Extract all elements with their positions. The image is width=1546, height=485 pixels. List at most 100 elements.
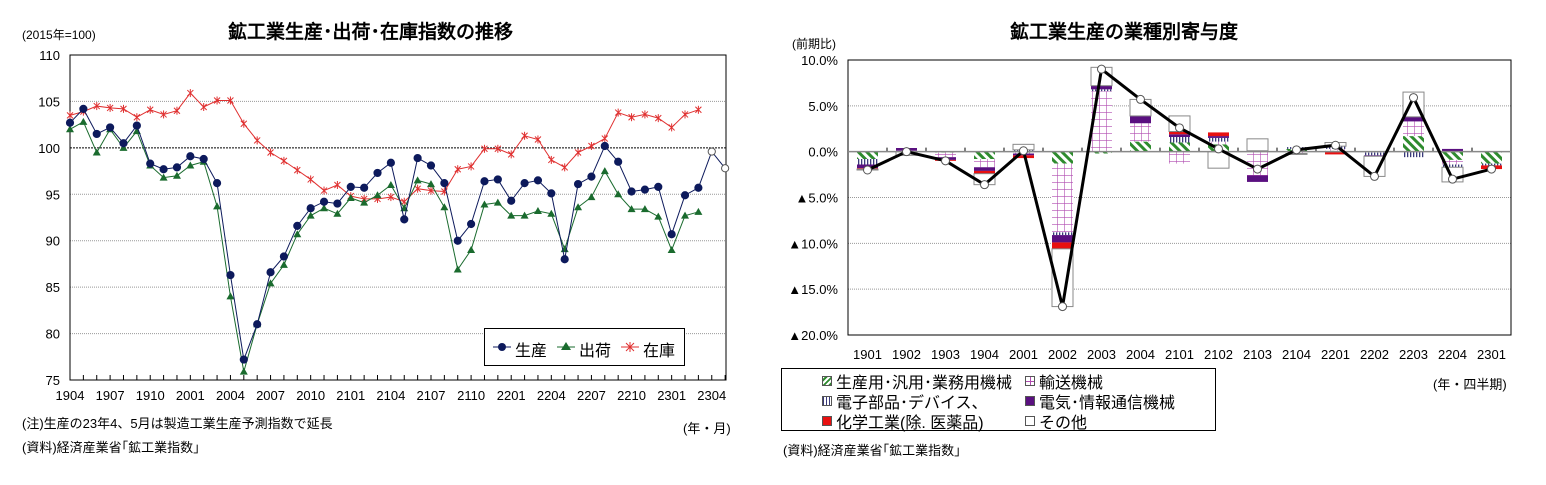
data-point: [481, 144, 488, 153]
data-point: [266, 279, 275, 287]
data-point: [694, 207, 703, 215]
left-chart-source: (資料)経済産業省｢鉱工業指数｣: [22, 440, 200, 455]
data-point: [373, 168, 382, 178]
total-point: [980, 180, 989, 190]
data-point: [574, 148, 582, 157]
data-point: [346, 182, 355, 191]
data-point: [641, 110, 649, 119]
data-point: [227, 96, 234, 105]
data-point: [132, 121, 141, 130]
bar-segment-電子部品･デバイス、: [1208, 137, 1229, 142]
data-point: [346, 194, 355, 201]
data-point: [507, 211, 516, 219]
data-point: [454, 165, 462, 174]
data-point: [480, 177, 489, 186]
left-chart-legend: 生産 出荷 在庫: [484, 328, 685, 366]
total-point: [1331, 140, 1340, 150]
plot-area: [69, 54, 727, 381]
legend-item-other: その他: [1025, 409, 1087, 433]
data-point: [533, 207, 542, 214]
white-swatch-icon: [1025, 416, 1035, 426]
data-point: [320, 204, 329, 212]
x-tick-label: 2210: [617, 388, 646, 403]
x-tick-label: 2201: [1321, 347, 1350, 362]
y-tick-label: ▲10.0%: [788, 236, 838, 251]
x-tick-label: 2203: [1399, 347, 1428, 362]
y-tick-label: 90: [46, 234, 60, 249]
data-point: [413, 153, 422, 163]
data-point: [186, 161, 195, 169]
data-point: [400, 215, 409, 224]
bar-segment-化学工業(除. 医薬品): [1208, 132, 1229, 137]
data-point: [614, 190, 623, 198]
data-point: [493, 175, 502, 184]
data-point: [186, 89, 194, 98]
legend-asterisk-icon: [625, 342, 635, 352]
data-point: [266, 268, 275, 277]
bar-segment-輸送機械: [1442, 159, 1463, 165]
total-point: [1292, 145, 1301, 155]
data-point: [212, 179, 222, 188]
legend-production: 生産: [515, 343, 548, 360]
data-point: [681, 211, 690, 219]
bar-segment-生産用･汎用･業務用機械: [1481, 151, 1502, 164]
data-point: [426, 161, 436, 170]
data-point: [333, 199, 342, 208]
bar-segment-電子部品･デバイス、: [1481, 163, 1502, 166]
data-point: [92, 148, 101, 156]
x-tick-label: 2004: [1126, 347, 1155, 362]
data-point: [200, 103, 208, 111]
data-point: [146, 159, 155, 168]
total-point: [1175, 123, 1184, 133]
x-tick-label: 2101: [1165, 347, 1194, 362]
x-tick-label: 2001: [176, 388, 205, 403]
data-point: [440, 179, 449, 188]
grid-swatch-icon: [1025, 376, 1035, 386]
data-point: [547, 155, 555, 164]
data-point: [467, 246, 476, 253]
bar-segment-輸送機械: [935, 152, 956, 158]
y-tick-label: 10.0%: [801, 53, 838, 68]
data-point: [600, 141, 609, 151]
data-point: [93, 102, 101, 111]
data-point: [427, 186, 435, 195]
data-point: [213, 202, 222, 210]
data-point: [386, 158, 395, 167]
bar-segment-電気･情報通信機械: [1208, 136, 1229, 138]
data-point: [453, 265, 462, 273]
legend-label: 電子部品･デバイス、: [836, 395, 988, 412]
left-chart-xlabel: (年・月): [683, 421, 731, 436]
data-point: [173, 106, 181, 115]
data-point: [293, 221, 302, 230]
data-point: [573, 179, 583, 189]
plot-area: [847, 59, 1512, 336]
data-point: [426, 180, 435, 188]
data-point: [333, 209, 342, 217]
total-point: [941, 156, 950, 166]
right-chart-xlabel: (年・四半期): [1433, 377, 1507, 392]
x-tick-label: 2102: [1204, 347, 1233, 362]
data-point: [695, 105, 702, 114]
bar-segment-電子部品･デバイス、: [1169, 137, 1190, 143]
forecast-point: [707, 147, 716, 156]
y-tick-label: 5.0%: [808, 99, 838, 114]
y-tick-label: 105: [38, 94, 60, 109]
x-tick-label: 1910: [136, 388, 165, 403]
data-point: [79, 117, 88, 125]
data-point: [534, 135, 542, 144]
data-point: [654, 182, 663, 191]
total-line: [866, 66, 1492, 307]
right-chart-title: 鉱工業生産の業種別寄与度: [1010, 22, 1239, 43]
data-point: [521, 131, 528, 140]
data-point: [66, 111, 74, 120]
bar-segment-輸送機械: [1403, 121, 1424, 137]
data-point: [467, 162, 475, 171]
left-chart-note: (注)生産の23年4、5月は製造工業生産予測指数で延長: [22, 416, 333, 431]
purple-swatch-icon: [1025, 396, 1035, 406]
x-tick-label: 2010: [296, 388, 325, 403]
y-tick-label: 0.0%: [808, 145, 838, 160]
data-point: [601, 134, 609, 143]
x-tick-label: 2001: [1009, 347, 1038, 362]
y-tick-label: ▲15.0%: [788, 282, 838, 297]
bar-segment-生産用･汎用･業務用機械: [1169, 142, 1190, 152]
